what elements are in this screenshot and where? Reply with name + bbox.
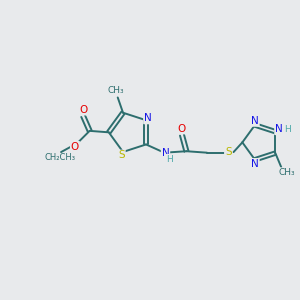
Text: CH₃: CH₃	[278, 168, 295, 177]
Text: H: H	[284, 125, 291, 134]
Text: N: N	[251, 116, 259, 126]
Text: O: O	[71, 142, 79, 152]
Text: O: O	[178, 124, 186, 134]
Text: N: N	[162, 148, 170, 158]
Text: CH₃: CH₃	[108, 86, 124, 95]
Text: CH₂CH₃: CH₂CH₃	[44, 153, 75, 162]
Text: H: H	[166, 155, 173, 164]
Text: N: N	[251, 159, 259, 169]
Text: O: O	[79, 105, 87, 115]
Text: N: N	[275, 124, 283, 134]
Text: S: S	[118, 151, 125, 160]
Text: S: S	[225, 147, 232, 157]
Text: N: N	[144, 113, 152, 124]
